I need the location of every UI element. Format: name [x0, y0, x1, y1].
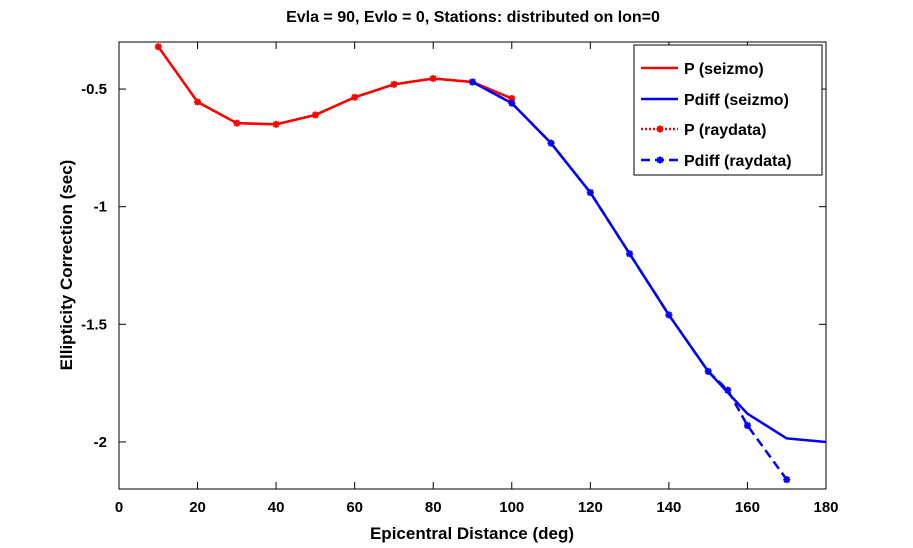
x-tick-label: 20 — [189, 499, 206, 516]
y-tick-label: -2 — [94, 434, 107, 451]
legend-label: P (seizmo) — [684, 61, 764, 78]
legend-box — [633, 44, 823, 176]
series-line — [471, 80, 788, 481]
series-layer — [154, 43, 827, 484]
x-tick-label: 40 — [268, 499, 285, 516]
data-point — [351, 93, 359, 101]
x-axis-label: Epicentral Distance (deg) — [370, 524, 574, 543]
x-tick-labels: 0 20 40 60 80 100 120 140 160 180 — [115, 499, 839, 516]
legend-label: Pdiff (seizmo) — [684, 92, 789, 109]
data-point — [586, 189, 594, 197]
legend-marker — [656, 156, 664, 164]
data-point — [743, 421, 751, 429]
y-tick-label: -1 — [94, 199, 107, 216]
y-tick-labels: -0.5 -1 -1.5 -2 — [81, 81, 107, 451]
data-point — [508, 99, 516, 107]
data-point — [311, 111, 319, 119]
data-point — [626, 250, 634, 258]
data-point — [429, 74, 437, 82]
chart-title: Evla = 90, Evlo = 0, Stations: distribut… — [286, 9, 660, 26]
series-3 — [469, 78, 791, 484]
data-point — [724, 386, 732, 394]
x-tick-label: 0 — [115, 499, 123, 516]
x-tick-label: 180 — [813, 499, 838, 516]
legend: P (seizmo) Pdiff (seizmo) P (raydata) Pdiff… — [633, 44, 823, 176]
legend-entry: P (seizmo) — [641, 61, 764, 78]
x-tick-label: 60 — [346, 499, 363, 516]
data-point — [547, 139, 555, 147]
y-tick-label: -0.5 — [81, 81, 107, 98]
data-point — [233, 119, 241, 127]
legend-label: Pdiff (raydata) — [684, 153, 792, 170]
y-tick-label: -1.5 — [81, 316, 107, 333]
y-axis-label: Ellipticity Correction (sec) — [57, 160, 76, 371]
x-tick-label: 80 — [425, 499, 442, 516]
legend-entry: Pdiff (raydata) — [641, 153, 792, 170]
data-point — [783, 476, 791, 484]
data-point — [665, 311, 673, 319]
x-tick-label: 140 — [656, 499, 681, 516]
series-line — [157, 45, 513, 126]
legend-entry: Pdiff (seizmo) — [641, 92, 789, 109]
data-point — [469, 78, 476, 86]
data-point — [390, 80, 398, 88]
x-tick-label: 120 — [578, 499, 603, 516]
legend-label: P (raydata) — [684, 122, 766, 139]
data-point — [704, 367, 712, 375]
legend-marker — [656, 125, 664, 133]
legend-entry: P (raydata) — [641, 122, 766, 139]
x-tick-label: 100 — [499, 499, 524, 516]
data-point — [154, 43, 162, 51]
x-tick-label: 160 — [735, 499, 760, 516]
data-point — [272, 120, 280, 128]
data-point — [194, 98, 202, 106]
